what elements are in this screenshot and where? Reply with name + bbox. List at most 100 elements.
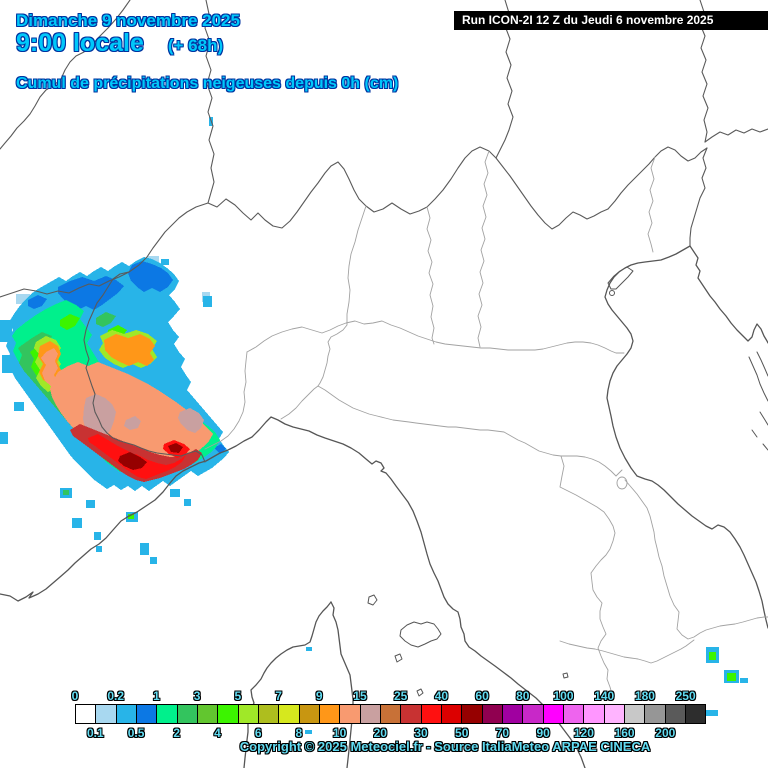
precip-speck — [727, 673, 736, 681]
map-variable-label: Cumul de précipitations neigeuses depuis… — [16, 75, 399, 92]
precipitation-layer — [0, 117, 748, 734]
precip-area-brightgreen — [60, 314, 80, 330]
colorbar-cell — [645, 705, 666, 723]
border-trentino-veneto — [477, 150, 490, 348]
precip-area-blue — [58, 276, 124, 310]
border-apennine-emilia-toscana — [280, 385, 623, 477]
colorbar-cell — [279, 705, 300, 723]
precip-speck — [86, 500, 95, 508]
colorbar-tick-label: 1 — [153, 689, 160, 703]
colorbar-cell — [360, 705, 381, 723]
colorbar-tick-label: 15 — [353, 689, 367, 703]
map-date-label: Dimanche 9 novembre 2025 — [16, 11, 240, 30]
colorbar-tick-label: 6 — [254, 726, 262, 740]
colorbar-cell — [319, 705, 341, 723]
coastline-small-island-montecristo — [416, 688, 424, 697]
colorbar-tick-label: 0.1 — [87, 726, 104, 740]
colorbar-tick-label: 8 — [295, 726, 303, 740]
precip-speck — [128, 514, 134, 519]
colorbar-tick-label: 200 — [655, 726, 676, 740]
border-piemonte-liguria — [204, 351, 248, 450]
forecast-offset-label: (+ 68h) — [167, 36, 224, 55]
precip-speck — [161, 259, 169, 265]
copyright-label: Copyright © 2025 Meteociel.fr - Source I… — [239, 739, 651, 754]
colorbar-cell — [136, 705, 158, 723]
border-toscana-umbria — [559, 455, 616, 695]
colorbar — [75, 704, 706, 724]
precip-speck — [203, 296, 212, 307]
colorbar-tick-label: 5 — [234, 689, 242, 703]
precip-speck — [96, 546, 102, 552]
border-slovenia-italy — [689, 147, 708, 247]
colorbar-cell — [258, 705, 280, 723]
colorbar-cell — [462, 705, 483, 723]
map-local-time-label: 9:00 locale — [16, 29, 144, 57]
model-run-banner: Run ICON-2I 12 Z du Jeudi 6 novembre 202… — [454, 11, 768, 30]
colorbar-cell — [401, 705, 422, 723]
colorbar-cell — [482, 705, 503, 723]
colorbar-tick-label: 0 — [71, 689, 79, 703]
colorbar-cell — [238, 705, 259, 723]
precip-speck — [0, 320, 12, 342]
coastline-small-island-capraia — [367, 594, 378, 606]
border-san-marino — [616, 476, 628, 490]
coastline-corsica-west — [243, 601, 332, 768]
border-dolomites-austria — [607, 146, 708, 210]
colorbar-cell — [604, 705, 625, 723]
colorbar-cell — [197, 705, 219, 723]
border-france-italy — [83, 271, 206, 463]
precip-speck — [140, 543, 149, 555]
border-veneto-friuli — [647, 156, 656, 253]
colorbar-cell — [563, 705, 585, 723]
precip-speck — [740, 678, 748, 683]
colorbar-tick-label: 9 — [315, 689, 323, 703]
coastline-venice-lagoon — [607, 266, 634, 290]
precip-speck — [706, 710, 718, 716]
precip-area-blue — [28, 295, 47, 309]
border-piemonte-lombardia — [317, 205, 367, 387]
precip-area-rosybrown — [178, 408, 204, 433]
regional-borders — [204, 150, 768, 695]
colorbar-cell — [299, 705, 320, 723]
colorbar-tick-label: 50 — [455, 726, 469, 740]
colorbar-tick-label: 40 — [434, 689, 449, 703]
precip-area-blue — [128, 261, 173, 292]
colorbar-cell — [76, 705, 97, 723]
precip-area-rosybrown — [124, 416, 141, 430]
colorbar-tick-label: 4 — [214, 726, 221, 740]
precip-area-orange — [104, 334, 155, 366]
colorbar-cell — [96, 705, 117, 723]
precip-speck — [709, 652, 716, 660]
colorbar-tick-label: 120 — [573, 726, 594, 740]
colorbar-tick-label: 7 — [275, 689, 282, 703]
colorbar-tick-label: 10 — [332, 726, 347, 740]
colorbar-tick-label: 100 — [553, 689, 574, 703]
colorbar-cell — [665, 705, 686, 723]
coastline-croatia-3 — [751, 411, 768, 451]
colorbar-tick-label: 70 — [495, 726, 510, 740]
coastline-corsica-east — [330, 601, 354, 768]
coastline-lagoon-islet — [609, 290, 615, 296]
precip-speck — [170, 489, 180, 497]
colorbar-cell — [441, 705, 463, 723]
colorbar-cell — [685, 705, 706, 723]
coastline-small-island-giglio — [394, 653, 403, 663]
precip-speck — [306, 647, 312, 651]
precip-speck — [0, 432, 8, 444]
colorbar-cell — [380, 705, 402, 723]
precip-speck — [16, 294, 30, 304]
colorbar-tick-label: 180 — [634, 689, 655, 703]
colorbar-tick-label: 140 — [594, 689, 615, 703]
coastline-adriatic — [604, 245, 768, 629]
colorbar-cell — [340, 705, 361, 723]
coastline-istria — [689, 245, 768, 344]
colorbar-tick-label: 60 — [475, 689, 489, 703]
border-ne-horizontal — [704, 128, 768, 143]
colorbar-cell — [218, 705, 239, 723]
coastlines — [0, 245, 768, 768]
colorbar-tick-label: 90 — [536, 726, 550, 740]
precip-area-green — [96, 312, 116, 327]
colorbar-tick-label: 160 — [614, 726, 635, 740]
